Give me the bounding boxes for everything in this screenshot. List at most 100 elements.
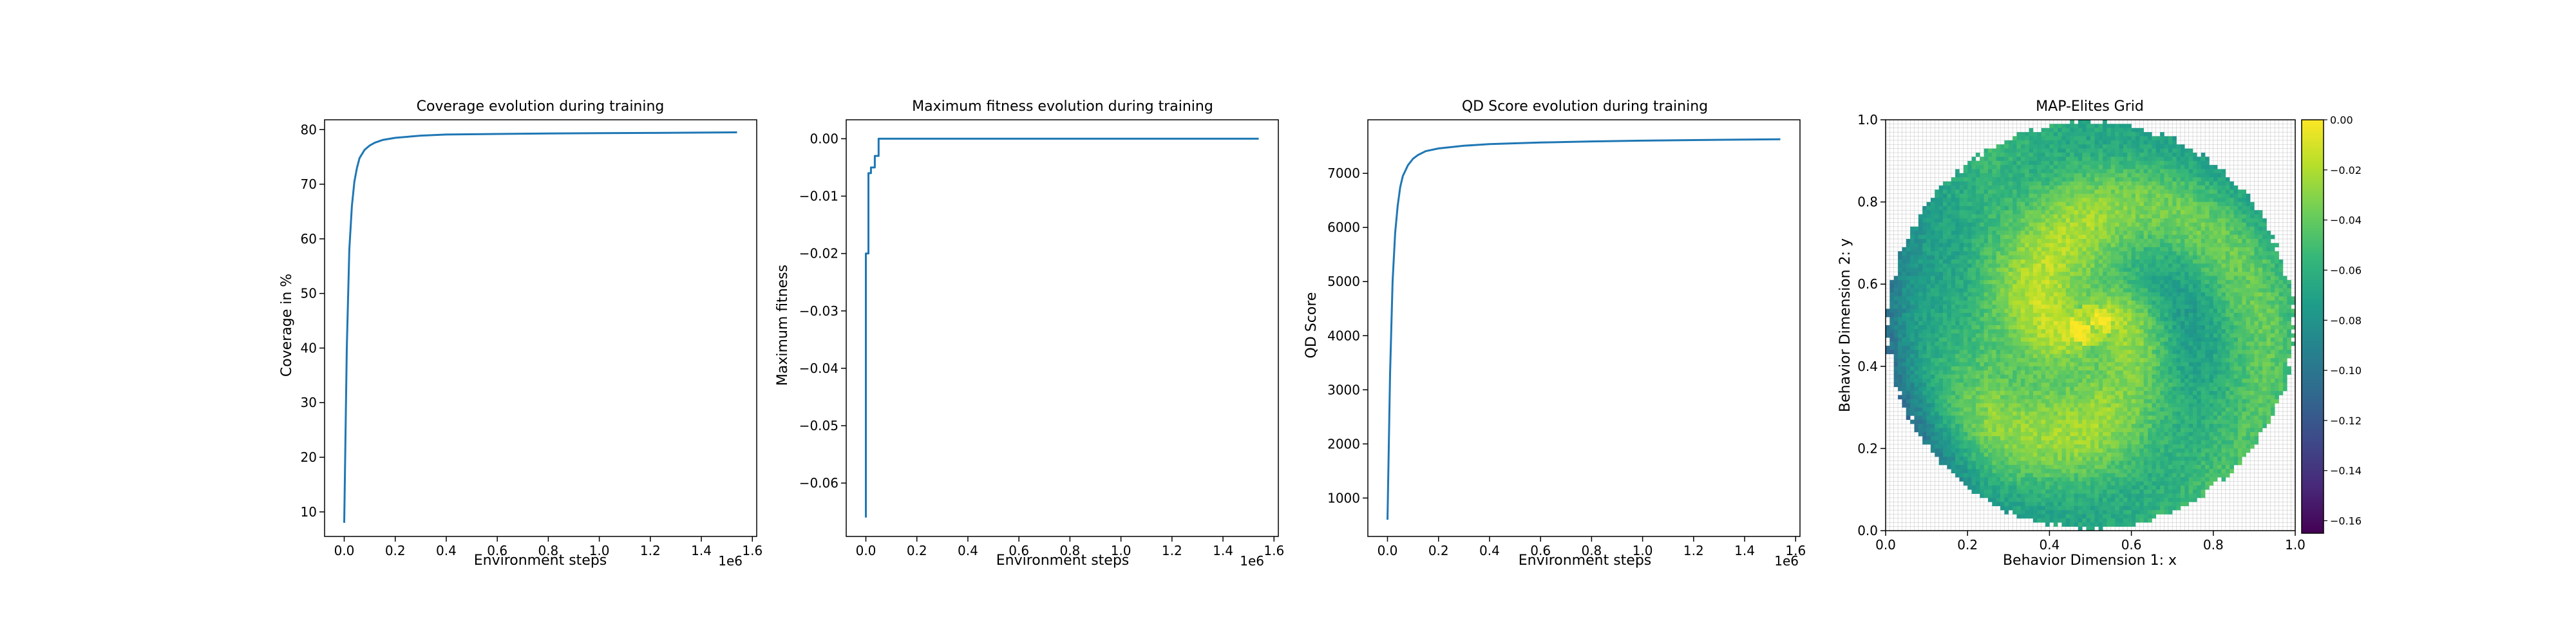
map-elites-cell [2008,247,2013,252]
map-elites-cell [2065,362,2070,367]
map-elites-cell [2230,325,2234,330]
map-elites-cell [2098,312,2103,317]
map-elites-cell [2205,292,2210,297]
map-elites-cell [2008,177,2013,182]
map-elites-cell [2004,317,2009,321]
map-elites-cell [1971,239,1976,243]
map-elites-cell [1938,341,1944,346]
map-elites-cell [2065,276,2070,281]
map-elites-cell [2008,345,2013,350]
map-elites-cell [2012,189,2017,194]
map-elites-cell [2152,251,2157,256]
map-elites-cell [2148,205,2152,211]
map-elites-cell [2164,325,2169,330]
map-elites-cell [2278,308,2284,314]
map-elites-cell [2160,362,2164,367]
map-elites-cell [1967,292,1972,297]
map-elites-cell [1963,350,1968,354]
map-elites-cell [2082,292,2087,297]
map-elites-cell [1918,337,1923,342]
map-elites-cell [2074,333,2079,338]
map-elites-cell [2032,231,2038,235]
map-elites-cell [2131,325,2136,330]
map-elites-cell [2135,140,2140,145]
map-elites-cell [2160,193,2164,198]
map-elites-cell [2237,218,2242,223]
map-elites-cell [2262,255,2267,260]
map-elites-cell [2119,276,2124,281]
map-elites-cell [2176,144,2181,149]
map-elites-cell [2103,308,2107,314]
map-elites-cell [1959,202,1964,207]
map-elites-cell [2188,337,2193,342]
map-elites-cell [2160,337,2164,342]
map-elites-cell [2103,205,2107,211]
map-elites-cell [2012,214,2017,219]
map-elites-cell [2070,214,2074,219]
map-elites-cell [2287,354,2291,359]
map-elites-cell [2127,148,2132,153]
map-elites-cell [1898,259,1902,264]
map-elites-cell [2180,333,2185,338]
map-elites-cell [2176,276,2181,281]
map-elites-cell [2164,296,2169,301]
map-elites-cell [1922,247,1927,252]
map-elites-cell [2135,325,2140,330]
map-elites-cell [2155,144,2161,149]
map-elites-cell [2135,296,2140,301]
map-elites-cell [2209,333,2214,338]
map-elites-cell [2078,272,2083,276]
map-elites-cell [2058,239,2062,243]
map-elites-cell [2275,300,2279,305]
map-elites-cell [2029,193,2034,198]
map-elites-cell [1930,226,1935,231]
map-elites-cell [2020,156,2025,162]
map-elites-cell [2020,165,2025,169]
map-elites-cell [1947,243,1952,248]
map-elites-cell [2020,148,2025,153]
map-elites-cell [2032,317,2038,321]
map-elites-cell [2143,173,2148,178]
map-elites-cell [2082,337,2087,342]
map-elites-cell [2143,337,2148,342]
map-elites-cell [2032,272,2038,276]
map-elites-cell [2139,276,2144,281]
map-elites-cell [2278,312,2284,317]
map-elites-cell [2012,305,2017,309]
coverage-plot-frame [324,119,757,537]
map-elites-cell [2135,210,2140,215]
map-elites-cell [1980,202,1984,207]
map-elites-cell [2197,272,2202,276]
map-elites-cell [2029,296,2034,301]
map-elites-cell [2037,214,2041,219]
map-elites-cell [2131,272,2136,276]
map-elites-cell [2000,169,2005,174]
map-elites-cell [2053,272,2058,276]
map-elites-cell [2098,177,2103,182]
map-elites-cell [1938,210,1944,215]
map-elites-cell [2065,148,2070,153]
map-elites-cell [1975,222,1980,227]
map-elites-cell [2188,362,2193,367]
map-elites-cell [2032,263,2038,268]
map-elites-cell [1980,251,1984,256]
map-elites-cell [2119,300,2124,305]
map-elites-cell [2168,341,2173,346]
map-elites-cell [1963,263,1968,268]
map-elites-cell [2094,345,2099,350]
map-elites-cell [2090,181,2095,186]
map-elites-cell [2152,169,2157,174]
map-elites-cell [2070,128,2074,133]
map-elites-cell [2049,312,2054,317]
map-elites-cell [2119,296,2124,301]
map-elites-cell [1918,300,1923,305]
map-elites-cell [1984,354,1989,359]
map-elites-cell [2025,210,2029,215]
map-elites-cell [2246,239,2251,243]
map-elites-cell [2049,185,2054,190]
map-elites-cell [2127,169,2132,174]
map-elites-cell [2230,243,2234,248]
map-elites-cell [2254,345,2259,350]
map-elites-cell [2086,153,2091,157]
map-elites-cell [1910,337,1915,342]
